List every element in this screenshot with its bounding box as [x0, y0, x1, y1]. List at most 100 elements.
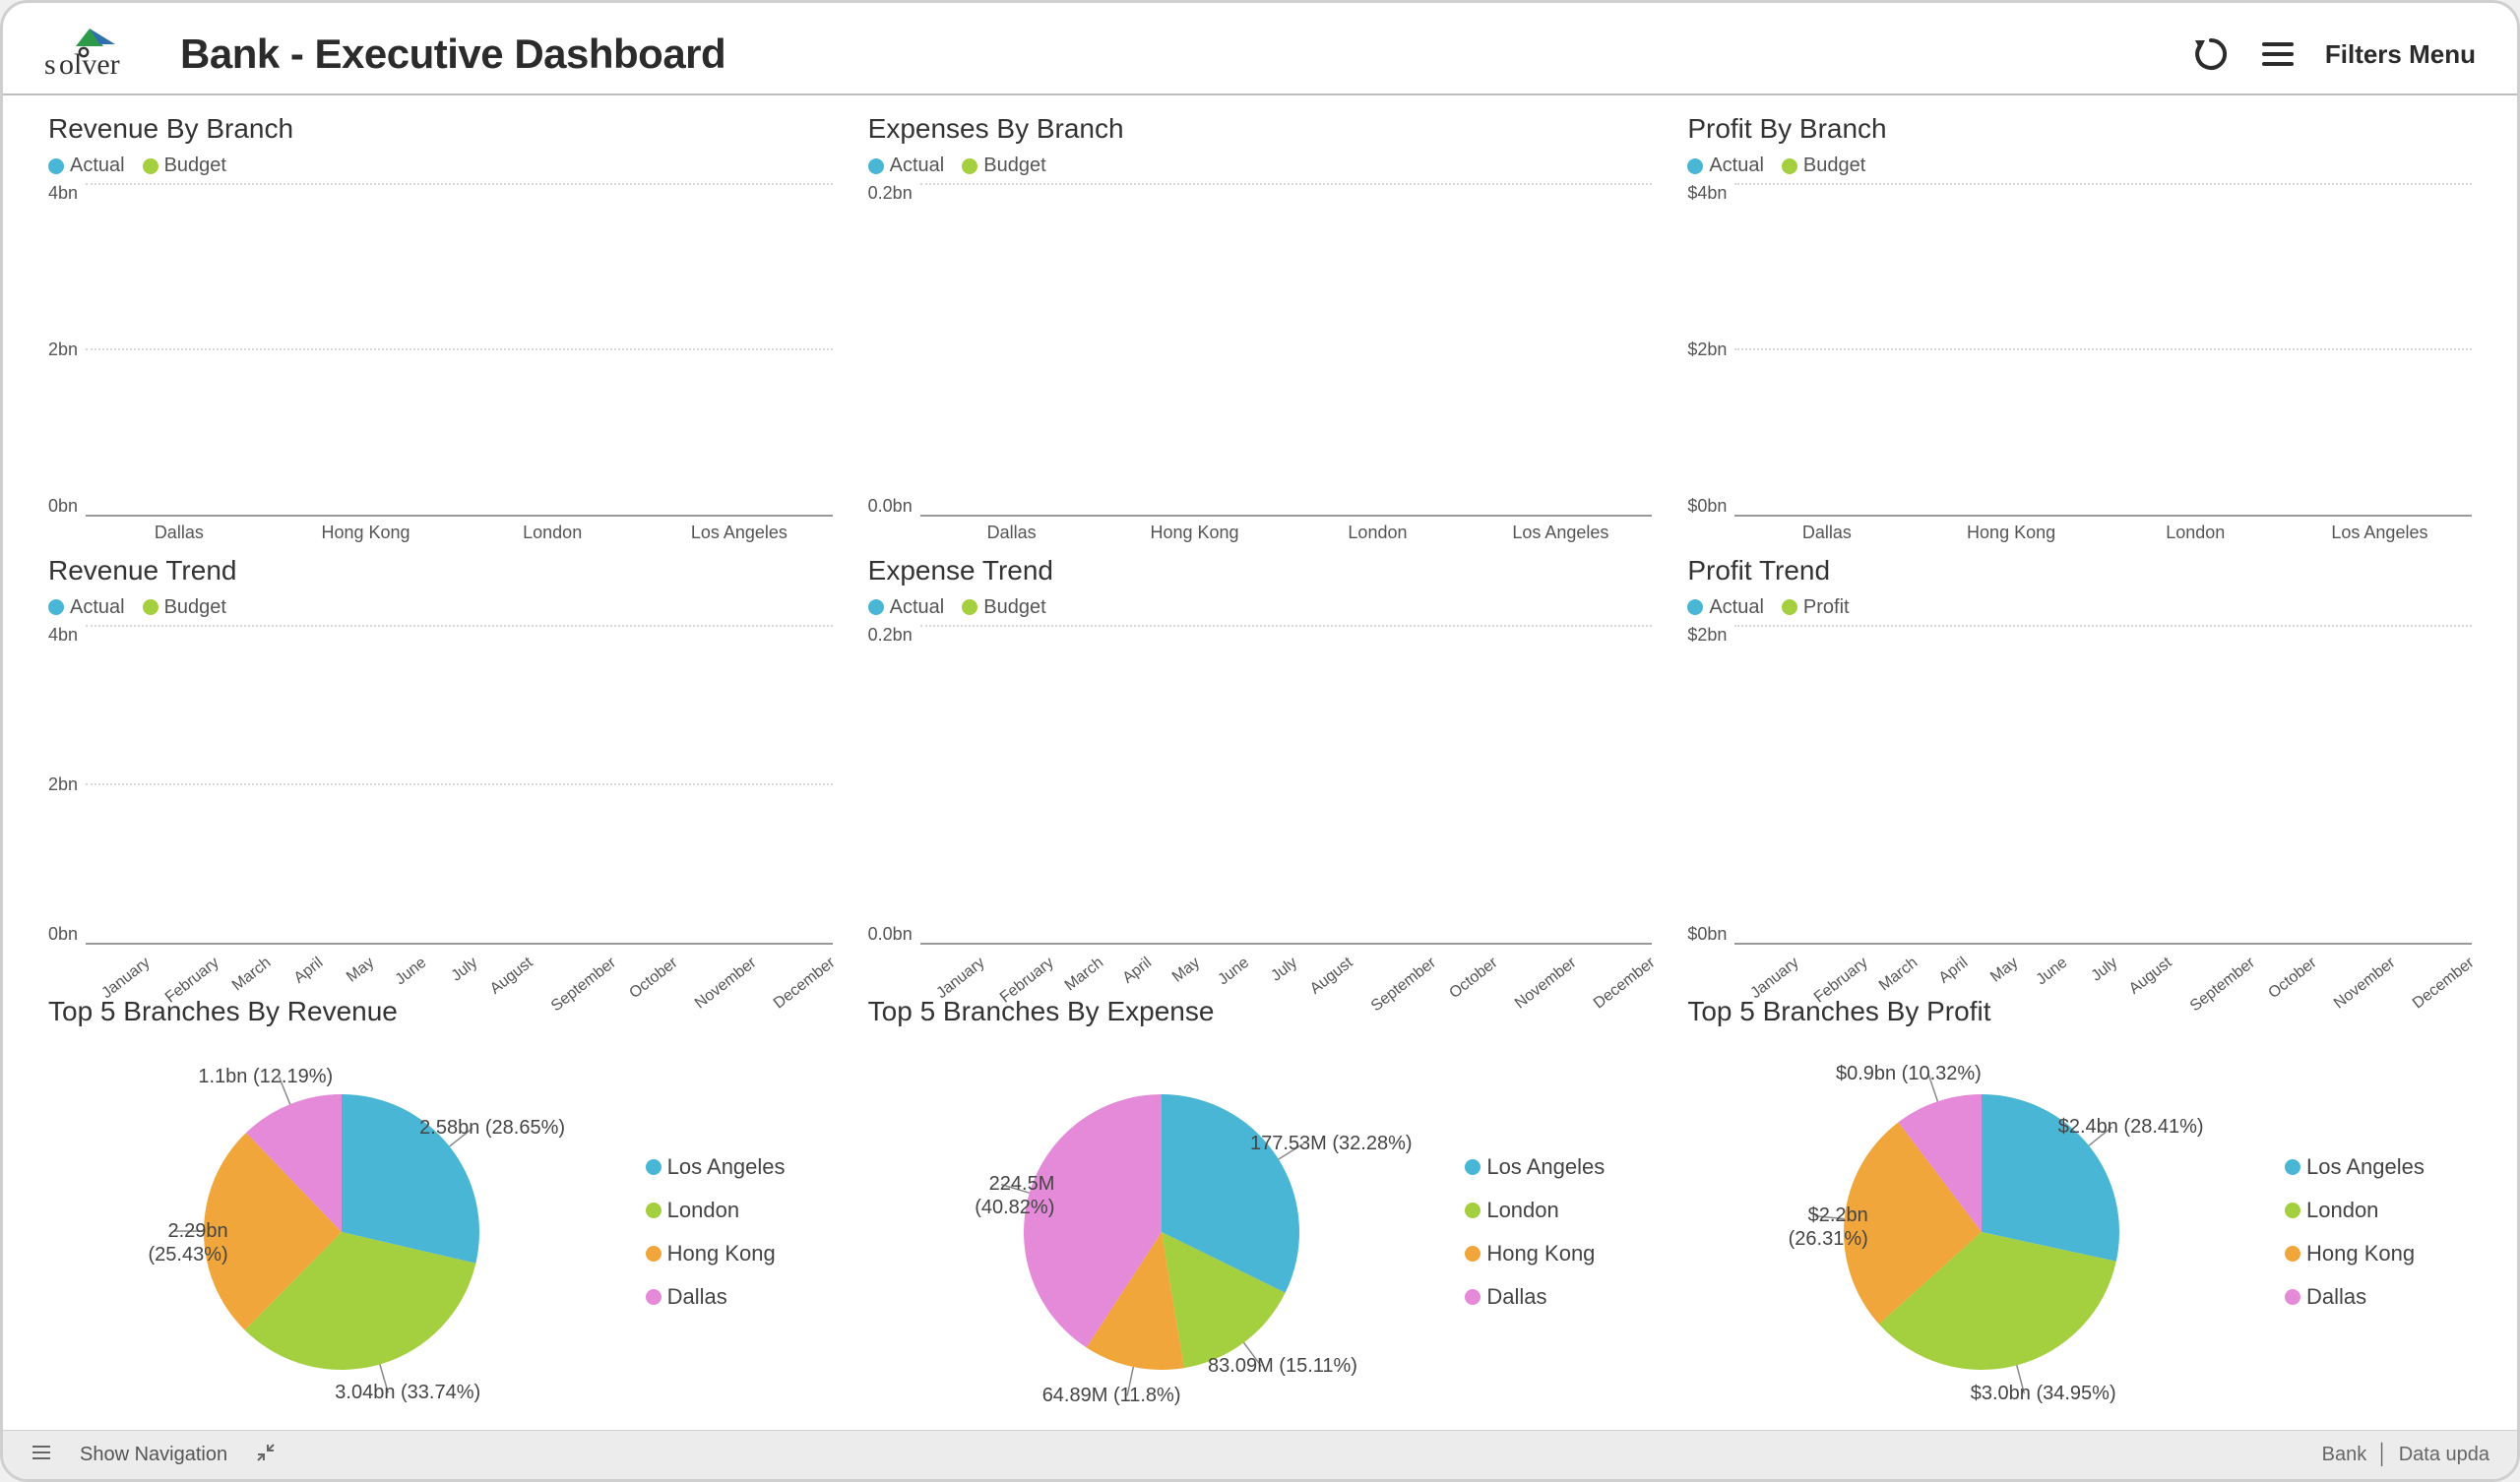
- legend-item[interactable]: Dallas: [1465, 1284, 1652, 1310]
- legend-item-actual: Actual: [1687, 154, 1764, 177]
- legend-item-budget: Budget: [143, 596, 226, 619]
- legend-item-profit: Profit: [1782, 596, 1850, 619]
- bar-group[interactable]: [1287, 938, 1347, 944]
- legend-item[interactable]: London: [2285, 1198, 2472, 1223]
- chart-title: Profit Trend: [1687, 555, 2472, 587]
- show-navigation-button[interactable]: Show Navigation: [80, 1444, 227, 1466]
- chart-legend: Actual Profit: [1687, 596, 2472, 619]
- x-label: Hong Kong: [1920, 523, 2104, 543]
- plot-area: [1734, 625, 2472, 946]
- menu-button[interactable]: [2258, 34, 2298, 74]
- chart-legend: ActualBudget: [48, 596, 833, 619]
- pie-legend: Los Angeles London Hong Kong Dallas: [2285, 1154, 2472, 1310]
- chart-title: Expense Trend: [868, 555, 1653, 587]
- pie-legend: Los Angeles London Hong Kong Dallas: [1465, 1154, 1652, 1310]
- pie-slice-label: 1.1bn (12.19%): [198, 1065, 333, 1088]
- y-axis: $2bn$0bn: [1687, 625, 1734, 946]
- footer-hamburger-icon[interactable]: [31, 1442, 52, 1469]
- legend-item[interactable]: Hong Kong: [2285, 1241, 2472, 1266]
- svg-text:s: s: [44, 48, 56, 81]
- chart-revenue-trend: Revenue TrendActualBudget4bn2bn0bnJanuar…: [31, 547, 850, 989]
- legend-item-actual: Actual: [868, 596, 945, 619]
- chart-title: Expenses By Branch: [868, 113, 1653, 145]
- pie-slice-label: 2.58bn (28.65%): [419, 1116, 565, 1140]
- bar-group[interactable]: [987, 938, 1047, 944]
- pie-area[interactable]: 177.53M (32.28%)83.09M (15.11%)64.89M (1…: [868, 1065, 1456, 1399]
- chart-title: Revenue By Branch: [48, 113, 833, 145]
- collapse-icon[interactable]: [255, 1442, 277, 1469]
- plot-area: [1734, 183, 2472, 517]
- footer-divider: │: [2376, 1444, 2389, 1466]
- pie-area[interactable]: 2.58bn (28.65%)3.04bn (33.74%)2.29bn(25.…: [48, 1065, 636, 1399]
- pie-slice-label: 177.53M (32.28%): [1250, 1132, 1413, 1155]
- pie-slice-label: $2.4bn (28.41%): [2058, 1115, 2204, 1139]
- legend-item[interactable]: Hong Kong: [646, 1241, 833, 1266]
- bar-group[interactable]: [928, 938, 988, 944]
- legend-item[interactable]: Los Angeles: [1465, 1154, 1652, 1180]
- y-axis: $4bn$2bn$0bn: [1687, 183, 1734, 517]
- bar-group[interactable]: [1465, 938, 1525, 944]
- footer-context-2: Data upda: [2399, 1444, 2489, 1466]
- chart-legend: ActualBudget: [1687, 154, 2472, 177]
- legend-item-budget: Budget: [962, 154, 1045, 177]
- chart-grid: Revenue By BranchActualBudget4bn2bn0bnDa…: [3, 95, 2517, 1430]
- chart-title: Revenue Trend: [48, 555, 833, 587]
- x-label: London: [1287, 523, 1470, 543]
- bar-group[interactable]: [1525, 938, 1585, 944]
- legend-item[interactable]: Los Angeles: [2285, 1154, 2472, 1180]
- x-label: Hong Kong: [1103, 523, 1287, 543]
- bar-group[interactable]: [1107, 938, 1167, 944]
- refresh-icon: [2191, 34, 2231, 74]
- legend-item[interactable]: Dallas: [2285, 1284, 2472, 1310]
- legend-item-budget: Budget: [962, 596, 1045, 619]
- legend-item-actual: Actual: [48, 154, 125, 177]
- bar-group[interactable]: [1166, 938, 1227, 944]
- footer-context-1: Bank: [2322, 1444, 2367, 1466]
- legend-item[interactable]: Dallas: [646, 1284, 833, 1310]
- legend-item-actual: Actual: [1687, 596, 1764, 619]
- pie-slice-label: 2.29bn(25.43%): [149, 1219, 228, 1266]
- x-label: London: [2104, 523, 2288, 543]
- svg-text:olver: olver: [59, 48, 120, 81]
- legend-item[interactable]: Los Angeles: [646, 1154, 833, 1180]
- x-axis: DallasHong KongLondonLos Angeles: [1687, 523, 2472, 543]
- bar-group[interactable]: [1406, 938, 1466, 944]
- hamburger-icon: [2258, 34, 2298, 74]
- x-axis: DallasHong KongLondonLos Angeles: [868, 523, 1653, 543]
- header-bar: s olver Bank - Executive Dashboard Fi: [3, 3, 2517, 95]
- legend-item[interactable]: London: [1465, 1198, 1652, 1223]
- plot-area: [920, 625, 1653, 946]
- bar-group[interactable]: [1227, 938, 1287, 944]
- bar-group[interactable]: [1047, 938, 1107, 944]
- chart-top5-revenue: Top 5 Branches By Revenue2.58bn (28.65%)…: [31, 988, 850, 1430]
- legend-item[interactable]: London: [646, 1198, 833, 1223]
- chart-title: Profit By Branch: [1687, 113, 2472, 145]
- legend-item-actual: Actual: [868, 154, 945, 177]
- pie-area[interactable]: $2.4bn (28.41%)$3.0bn (34.95%)$2.2bn(26.…: [1687, 1065, 2275, 1399]
- chart-top5-profit: Top 5 Branches By Profit$2.4bn (28.41%)$…: [1670, 988, 2489, 1430]
- bar-group[interactable]: [1585, 938, 1645, 944]
- x-axis: JanuaryFebruaryMarchAprilMayJuneJulyAugu…: [868, 951, 1653, 984]
- chart-legend: ActualBudget: [48, 154, 833, 177]
- filters-menu-label[interactable]: Filters Menu: [2325, 39, 2476, 70]
- pie-legend: Los Angeles London Hong Kong Dallas: [646, 1154, 833, 1310]
- bar-group[interactable]: [1346, 938, 1406, 944]
- plot-area: [920, 183, 1653, 517]
- y-axis: 0.2bn0.0bn: [868, 183, 920, 517]
- chart-profit-trend: Profit TrendActualProfit$2bn$0bnJanuaryF…: [1670, 547, 2489, 989]
- chart-legend: Actual Budget: [868, 596, 1653, 619]
- plot-area: [86, 183, 833, 517]
- x-label: London: [459, 523, 646, 543]
- pie-slice-label: $3.0bn (34.95%): [1971, 1382, 2116, 1405]
- x-label: Los Angeles: [646, 523, 833, 543]
- chart-top5-expense: Top 5 Branches By Expense177.53M (32.28%…: [850, 988, 1670, 1430]
- y-axis: 0.2bn0.0bn: [868, 625, 920, 946]
- refresh-button[interactable]: [2191, 34, 2231, 74]
- solver-logo: s olver: [44, 25, 162, 84]
- pie-slice-label: 224.5M(40.82%): [975, 1172, 1054, 1219]
- chart-legend: Actual Budget: [868, 154, 1653, 177]
- legend-item[interactable]: Hong Kong: [1465, 1241, 1652, 1266]
- chart-profit-by-branch: Profit By Branch ActualBudget $4bn$2bn$0bn…: [1670, 105, 2489, 547]
- app-frame: s olver Bank - Executive Dashboard Fi: [0, 0, 2520, 1482]
- x-label: Dallas: [920, 523, 1103, 543]
